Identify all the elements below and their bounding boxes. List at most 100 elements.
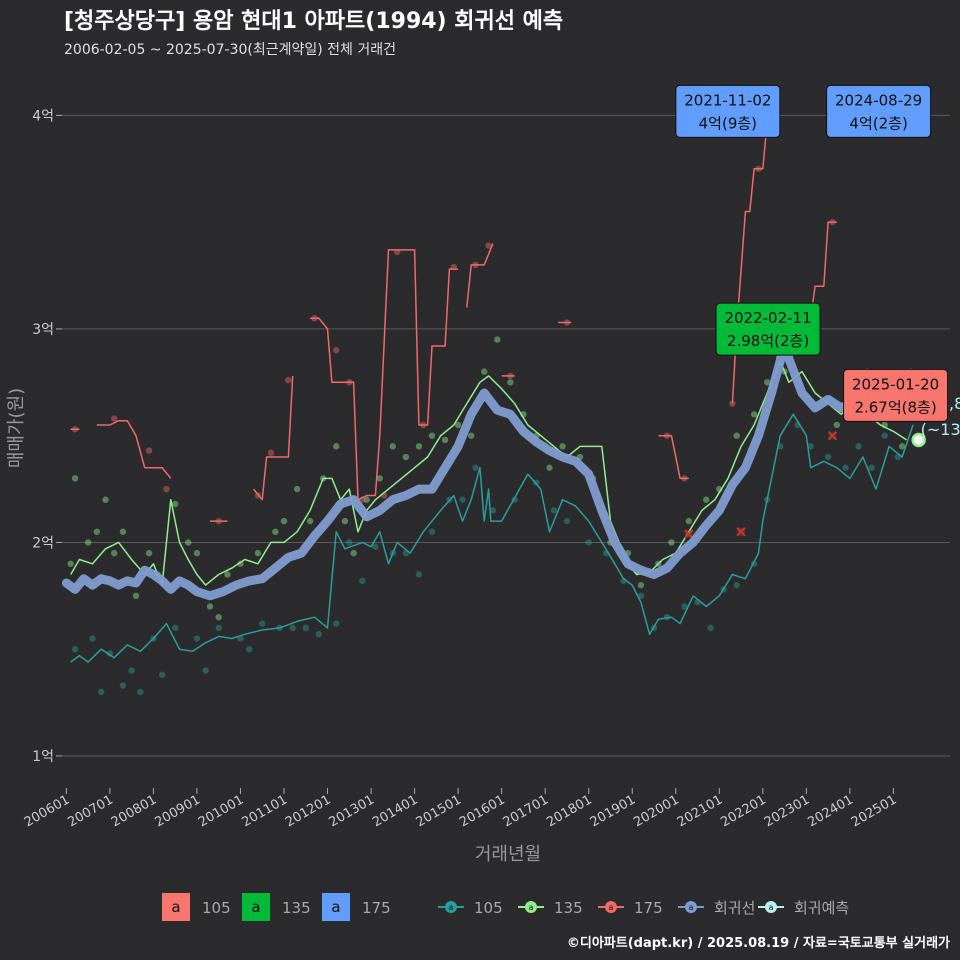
series-line-105	[70, 413, 914, 663]
legend-label: 175	[634, 899, 663, 917]
callout-date: 2022-02-11	[724, 309, 811, 327]
data-point-105	[707, 624, 714, 632]
data-point-175	[267, 449, 275, 456]
legend-label: 135	[554, 899, 583, 917]
x-tick-label: 200801	[109, 792, 159, 830]
data-point-105	[550, 507, 558, 514]
callout-value: 2.98억(2층)	[727, 332, 809, 350]
credit-footer: ©디아파트(dapt.kr) / 2025.08.19 / 자료=국토교통부 실…	[567, 935, 950, 951]
cancel-mark-dot	[737, 527, 746, 536]
cancel-mark	[827, 430, 838, 441]
callout-date: 2024-08-29	[835, 91, 922, 109]
chart-title: [청주상당구] 용암 현대1 아파트(1994) 회귀선 예측	[64, 9, 563, 34]
legend-dot	[525, 901, 537, 913]
data-point-135	[102, 496, 109, 503]
data-point-135	[833, 421, 841, 429]
data-point-105	[137, 688, 144, 696]
data-point-175	[485, 242, 492, 249]
data-point-135	[507, 379, 514, 386]
data-point-105	[346, 539, 353, 546]
data-point-135	[402, 453, 410, 461]
data-point-105	[158, 671, 166, 679]
data-point-135	[206, 603, 214, 610]
data-point-105	[637, 592, 645, 600]
legend-swatch-135	[242, 893, 270, 921]
x-tick-label: 201101	[240, 792, 290, 830]
cancel-mark-dot	[684, 529, 693, 538]
x-tick-label: 202101	[675, 792, 725, 830]
data-point-105	[259, 620, 266, 627]
data-point-105	[372, 543, 379, 550]
legend-dot-glyph: a	[609, 903, 614, 912]
data-point-105	[681, 603, 688, 610]
legend-dot	[605, 901, 617, 913]
data-point-105	[807, 443, 814, 450]
data-point-175	[111, 415, 118, 422]
data-point-135	[132, 592, 140, 600]
data-point-135	[171, 500, 179, 508]
legend-label: 175	[362, 899, 391, 917]
data-point-135	[389, 443, 397, 450]
cancel-mark	[736, 527, 746, 537]
data-point-105	[193, 635, 201, 642]
legend-label: 회귀예측	[794, 899, 849, 917]
data-point-105	[881, 432, 888, 439]
data-point-175	[285, 376, 292, 384]
callout-date: 2021-11-02	[684, 91, 771, 109]
data-point-135	[481, 368, 488, 375]
data-point-135	[763, 379, 771, 386]
data-point-105	[415, 571, 423, 578]
x-tick-label: 200901	[152, 792, 202, 830]
regression-line	[61, 333, 920, 601]
data-point-135	[733, 432, 740, 439]
callout-value: 4억(2층)	[849, 114, 907, 132]
data-point-135	[224, 571, 231, 578]
callout-box	[715, 302, 821, 356]
data-point-135	[703, 496, 710, 503]
prediction-point	[911, 432, 926, 448]
x-axis-title: 거래년월	[475, 844, 541, 865]
callout-value: 4억(9층)	[699, 114, 757, 132]
data-point-105	[842, 464, 849, 471]
legend-swatch-glyph: a	[171, 898, 180, 916]
data-point-135	[454, 421, 462, 429]
legend-dot-glyph: a	[689, 903, 694, 912]
data-point-175	[333, 347, 340, 354]
data-point-135	[93, 528, 101, 535]
data-point-135	[668, 539, 675, 546]
x-tick-label: 201201	[283, 792, 333, 830]
legend-swatch-105	[162, 893, 190, 921]
data-point-175	[729, 400, 736, 407]
data-point-135	[306, 517, 314, 525]
data-point-135	[215, 613, 222, 621]
data-point-135	[111, 549, 118, 557]
callouts: 2021-11-02 4억(9층) 2024-08-29 4억(2층) 2022-02-…	[675, 84, 949, 422]
data-point-105	[202, 667, 209, 674]
data-point-105	[563, 517, 571, 525]
x-tick-label: 201501	[414, 792, 464, 830]
y-tick-label: 4억	[32, 108, 54, 124]
callout-date: 2025-01-20	[852, 375, 939, 393]
data-point-135	[84, 539, 92, 546]
data-point-135	[750, 411, 758, 418]
data-point-105	[119, 682, 127, 689]
data-point-105	[359, 577, 366, 585]
legend-dot	[445, 901, 457, 913]
data-point-135	[254, 549, 262, 557]
x-tick-label: 201401	[370, 792, 420, 830]
data-point-135	[350, 549, 357, 557]
legend-swatch-glyph: a	[251, 898, 260, 916]
data-point-105	[472, 464, 479, 471]
x-tick-label: 202301	[762, 792, 812, 830]
data-point-135	[333, 443, 340, 450]
data-point-135	[71, 475, 79, 482]
data-point-135	[280, 517, 288, 525]
data-point-135	[363, 496, 370, 503]
data-point-105	[824, 453, 832, 461]
data-point-105	[128, 667, 135, 674]
x-tick-label: 201001	[196, 792, 246, 830]
cancel-mark	[684, 529, 694, 539]
data-point-105	[868, 464, 875, 471]
y-tick-label: 2억	[32, 535, 54, 551]
x-tick-label: 201801	[544, 792, 594, 830]
